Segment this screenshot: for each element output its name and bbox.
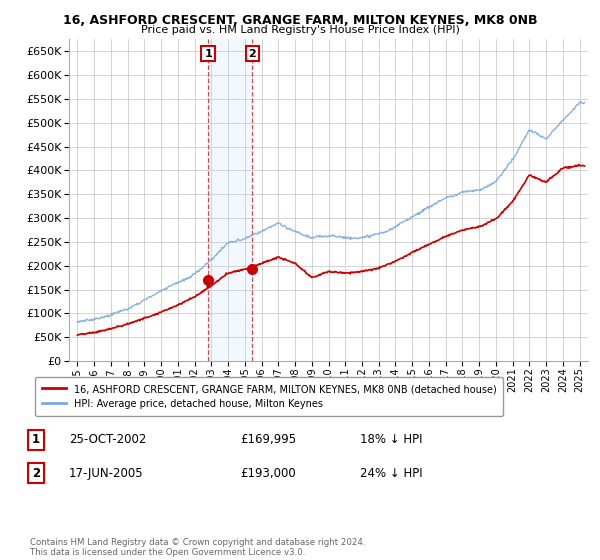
Text: 2: 2 [32, 466, 40, 480]
Text: 25-OCT-2002: 25-OCT-2002 [69, 433, 146, 446]
Text: 17-JUN-2005: 17-JUN-2005 [69, 466, 143, 480]
Text: 2: 2 [248, 49, 256, 58]
Bar [208, 39, 253, 361]
Text: 16, ASHFORD CRESCENT, GRANGE FARM, MILTON KEYNES, MK8 0NB: 16, ASHFORD CRESCENT, GRANGE FARM, MILTO… [63, 14, 537, 27]
Text: 18% ↓ HPI: 18% ↓ HPI [360, 433, 422, 446]
Text: £193,000: £193,000 [240, 466, 296, 480]
Text: Price paid vs. HM Land Registry's House Price Index (HPI): Price paid vs. HM Land Registry's House … [140, 25, 460, 35]
Text: 1: 1 [32, 433, 40, 446]
Text: £169,995: £169,995 [240, 433, 296, 446]
Legend: 16, ASHFORD CRESCENT, GRANGE FARM, MILTON KEYNES, MK8 0NB (detached house), HPI:: 16, ASHFORD CRESCENT, GRANGE FARM, MILTO… [35, 377, 503, 416]
Text: 24% ↓ HPI: 24% ↓ HPI [360, 466, 422, 480]
Text: Contains HM Land Registry data © Crown copyright and database right 2024.
This d: Contains HM Land Registry data © Crown c… [30, 538, 365, 557]
Text: 1: 1 [204, 49, 212, 58]
